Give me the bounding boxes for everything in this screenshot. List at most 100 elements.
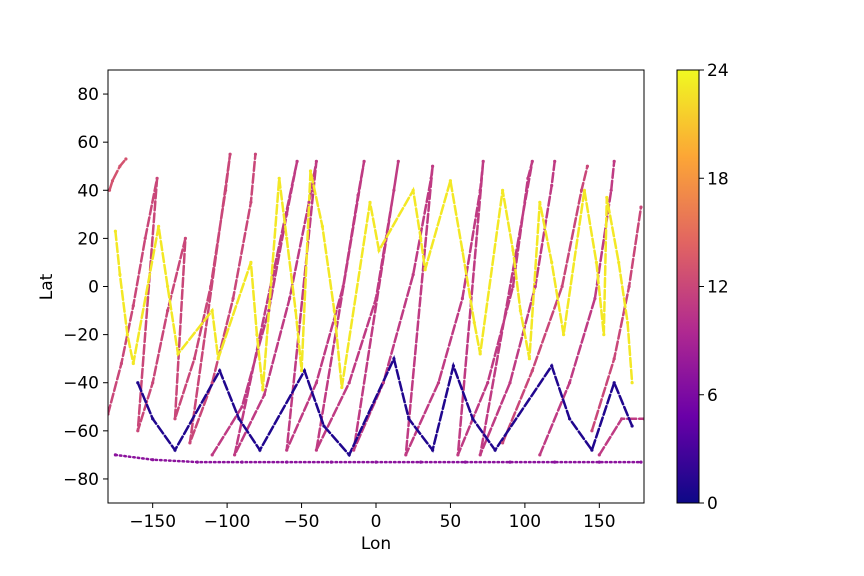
data-point — [593, 296, 597, 301]
data-point — [550, 364, 554, 368]
colorbar-tick-label: 18 — [707, 169, 729, 189]
data-point — [472, 321, 476, 325]
colorbar-tick-label: 24 — [707, 61, 729, 81]
data-point — [210, 453, 214, 457]
data-point — [590, 448, 594, 452]
data-point — [396, 159, 400, 163]
data-point — [392, 357, 396, 361]
data-point — [431, 164, 435, 168]
x-axis: −150 −100 −50 0 50 100 150 — [129, 503, 616, 532]
data-point — [285, 460, 289, 464]
data-point — [240, 405, 244, 409]
data-point — [340, 385, 344, 390]
data-points — [108, 152, 644, 464]
data-point — [258, 448, 262, 452]
data-point — [550, 260, 554, 264]
data-point — [639, 460, 643, 464]
data-point — [460, 296, 464, 301]
data-point — [381, 381, 385, 385]
data-point — [501, 441, 505, 445]
data-point — [285, 448, 289, 452]
data-point — [356, 193, 360, 197]
data-point — [478, 352, 482, 356]
data-point — [639, 205, 643, 209]
data-point — [471, 417, 475, 421]
data-point — [295, 159, 299, 163]
data-point — [374, 460, 378, 464]
data-point — [456, 453, 460, 457]
y-tick-label: 40 — [77, 181, 99, 201]
track-segment — [210, 160, 556, 457]
data-point — [288, 296, 292, 301]
x-tick-label: 100 — [509, 512, 541, 532]
track-segment — [136, 354, 634, 458]
colorbar-tick-label: 6 — [707, 386, 718, 406]
data-point — [530, 159, 534, 163]
data-point — [308, 169, 313, 173]
data-point — [511, 284, 515, 289]
y-tick-label: −60 — [63, 422, 99, 442]
data-point — [188, 441, 192, 445]
data-point — [261, 388, 265, 392]
data-point — [612, 381, 616, 385]
data-point — [143, 236, 147, 240]
colorbar-tick-label: 12 — [707, 278, 729, 298]
data-point — [155, 176, 159, 180]
data-point — [332, 309, 336, 313]
y-tick-label: −40 — [63, 374, 99, 394]
data-point — [218, 369, 222, 373]
x-tick-label: 150 — [583, 512, 615, 532]
data-point — [582, 188, 587, 192]
data-point — [224, 188, 228, 192]
data-point — [597, 453, 601, 457]
data-point — [630, 381, 634, 385]
data-point — [285, 212, 289, 216]
colorbar-tick-label: 0 — [707, 494, 718, 514]
data-point — [605, 195, 609, 200]
data-point — [347, 453, 351, 457]
data-point — [151, 417, 155, 421]
data-point — [113, 453, 117, 457]
data-point — [341, 284, 345, 289]
x-tick-label: −100 — [204, 512, 251, 532]
data-point — [478, 188, 482, 192]
data-point — [530, 369, 534, 373]
y-tick-label: 60 — [77, 133, 99, 153]
y-tick-label: 20 — [77, 229, 99, 249]
data-point — [436, 381, 441, 385]
data-point — [307, 200, 311, 204]
data-point — [590, 429, 594, 433]
data-point — [249, 260, 253, 264]
colorbar — [676, 69, 700, 504]
data-point — [448, 179, 452, 183]
data-point — [277, 176, 281, 180]
data-point — [131, 361, 135, 366]
data-point — [411, 272, 415, 277]
data-point — [209, 284, 213, 289]
data-point — [407, 417, 411, 421]
data-point — [451, 364, 455, 368]
data-point — [579, 188, 584, 192]
data-point — [136, 381, 140, 385]
data-point — [352, 448, 356, 452]
data-point — [585, 164, 590, 168]
data-point — [627, 284, 631, 289]
data-point — [322, 424, 326, 428]
data-point — [404, 453, 408, 457]
data-point — [377, 248, 381, 252]
data-point — [249, 200, 253, 204]
data-point — [118, 272, 122, 277]
data-point — [508, 460, 512, 464]
data-point — [518, 309, 523, 313]
x-axis-title: Lon — [361, 534, 391, 554]
data-point — [108, 188, 112, 192]
data-point — [314, 448, 318, 452]
data-point — [151, 458, 155, 462]
data-point — [118, 164, 122, 168]
data-point — [527, 357, 532, 361]
data-point — [481, 159, 485, 163]
data-point — [463, 460, 467, 464]
data-point — [612, 357, 616, 361]
data-point — [419, 460, 423, 464]
